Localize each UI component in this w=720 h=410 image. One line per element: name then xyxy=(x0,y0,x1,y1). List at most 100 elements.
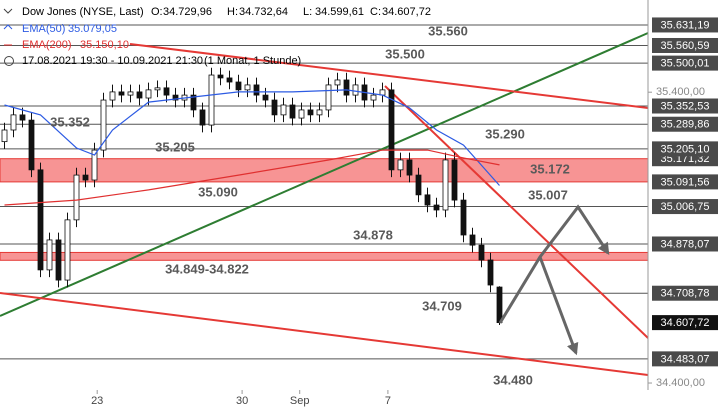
annotation: 35.172 xyxy=(530,161,570,176)
candle-body xyxy=(325,84,332,111)
legend-title: Dow Jones (NYSE, Last) xyxy=(22,6,144,18)
ema-line xyxy=(4,89,500,186)
price-tag: 35.289,86 xyxy=(661,119,710,131)
candle-body xyxy=(433,204,440,211)
candle-body xyxy=(271,99,278,116)
candle-body xyxy=(46,239,53,271)
price-tag-box xyxy=(652,315,718,331)
legend: Dow Jones (NYSE, Last) 17.08.2021 19:30 … xyxy=(3,6,431,67)
candle-body xyxy=(478,244,485,261)
annotation: 35.500 xyxy=(385,46,425,61)
candle-body xyxy=(145,89,152,99)
arrow xyxy=(538,256,579,356)
candle-body xyxy=(1,129,8,143)
price-tag-box xyxy=(652,174,718,190)
candle-body xyxy=(199,109,206,126)
ema-line xyxy=(4,149,500,206)
price-tag: 34.708,78 xyxy=(661,288,710,300)
annotation: 35.007 xyxy=(528,187,568,202)
candle-body xyxy=(10,114,17,131)
x-tick-label: Sep xyxy=(290,395,310,407)
price-tag: 35.091,56 xyxy=(661,176,710,188)
price-tag-box xyxy=(652,236,718,252)
legend-period: 17.08.2021 19:30 - 10.09.2021 21:30 xyxy=(22,55,203,67)
x-tick-label: 23 xyxy=(91,395,103,407)
legend-label: EMA(200) xyxy=(22,39,72,51)
quote-key: H: xyxy=(227,6,238,18)
candle-body xyxy=(235,81,242,91)
candle-body xyxy=(55,239,62,281)
price-tag: 35.205,10 xyxy=(661,143,710,155)
trendline xyxy=(0,32,649,317)
candle-body xyxy=(118,91,125,96)
candle-body xyxy=(496,286,503,324)
candle-body xyxy=(334,79,341,86)
candle-body xyxy=(127,91,134,96)
quote-value: 34.599,61 xyxy=(315,6,364,18)
candle-body xyxy=(37,169,44,271)
price-tag-box xyxy=(652,37,718,53)
legend-icon xyxy=(3,8,13,14)
candle-body xyxy=(100,99,107,151)
candle-body xyxy=(370,94,377,101)
annotation: 34.480 xyxy=(493,372,533,387)
price-tag-box xyxy=(652,141,718,157)
candle-body xyxy=(154,87,161,91)
annotation: 35.205 xyxy=(155,139,195,154)
candle-body xyxy=(397,159,404,171)
annotation: 35.560 xyxy=(428,23,468,38)
candle-body xyxy=(289,104,296,119)
candle-body xyxy=(136,91,143,99)
price-tag-box xyxy=(652,55,718,71)
price-tag: 35.500,01 xyxy=(661,58,710,70)
candle-body xyxy=(28,119,35,171)
candle-body xyxy=(64,219,71,281)
price-tag-box xyxy=(652,17,718,33)
trendline xyxy=(0,292,649,376)
price-tag: 34.607,72 xyxy=(661,317,710,329)
quote-value: 34.729,96 xyxy=(163,6,212,18)
candle-body xyxy=(343,79,350,96)
candle-body xyxy=(109,91,116,101)
x-tick-label: 30 xyxy=(236,395,248,407)
candle-body xyxy=(217,74,224,79)
candle-body xyxy=(469,234,476,246)
y-tick-label: 35.400,00 xyxy=(656,86,705,98)
candle-body xyxy=(226,77,233,83)
candle-body xyxy=(451,159,458,201)
candle-body xyxy=(460,199,467,236)
candle-body xyxy=(406,159,413,176)
quote-key: L: xyxy=(303,6,312,18)
trendlines xyxy=(0,32,649,376)
candle-body xyxy=(415,174,422,196)
candle-body xyxy=(388,89,395,171)
candle-body xyxy=(352,84,359,96)
quote-key: O: xyxy=(151,6,163,18)
candle-body xyxy=(442,159,449,211)
legend-icon xyxy=(3,24,13,30)
trendline xyxy=(384,85,649,339)
legend-label: EMA(50) xyxy=(22,23,65,35)
candle-body xyxy=(280,104,287,116)
price-tag: 34.483,07 xyxy=(661,353,710,365)
candle-body xyxy=(307,109,314,116)
clock-icon xyxy=(4,56,14,66)
quote-key: C: xyxy=(370,6,381,18)
candle-body xyxy=(73,174,80,221)
candle-body xyxy=(424,194,431,206)
candle-body xyxy=(298,109,305,119)
arrow xyxy=(498,204,610,324)
candle-body xyxy=(190,94,197,111)
legend-value: 35.079,05 xyxy=(68,23,117,35)
candle-body xyxy=(19,114,26,121)
candle-body xyxy=(91,149,98,181)
projection-arrows xyxy=(498,204,610,356)
y-tick-label: 34.400,00 xyxy=(656,377,705,389)
candle-body xyxy=(172,94,179,101)
price-tag: 35.006,75 xyxy=(661,201,710,213)
legend-interval: (1 Monat, 1 Stunde) xyxy=(204,55,301,67)
price-tag-box xyxy=(652,285,718,301)
annotation: 35.352 xyxy=(50,114,90,129)
annotation: 34.878 xyxy=(353,227,393,242)
